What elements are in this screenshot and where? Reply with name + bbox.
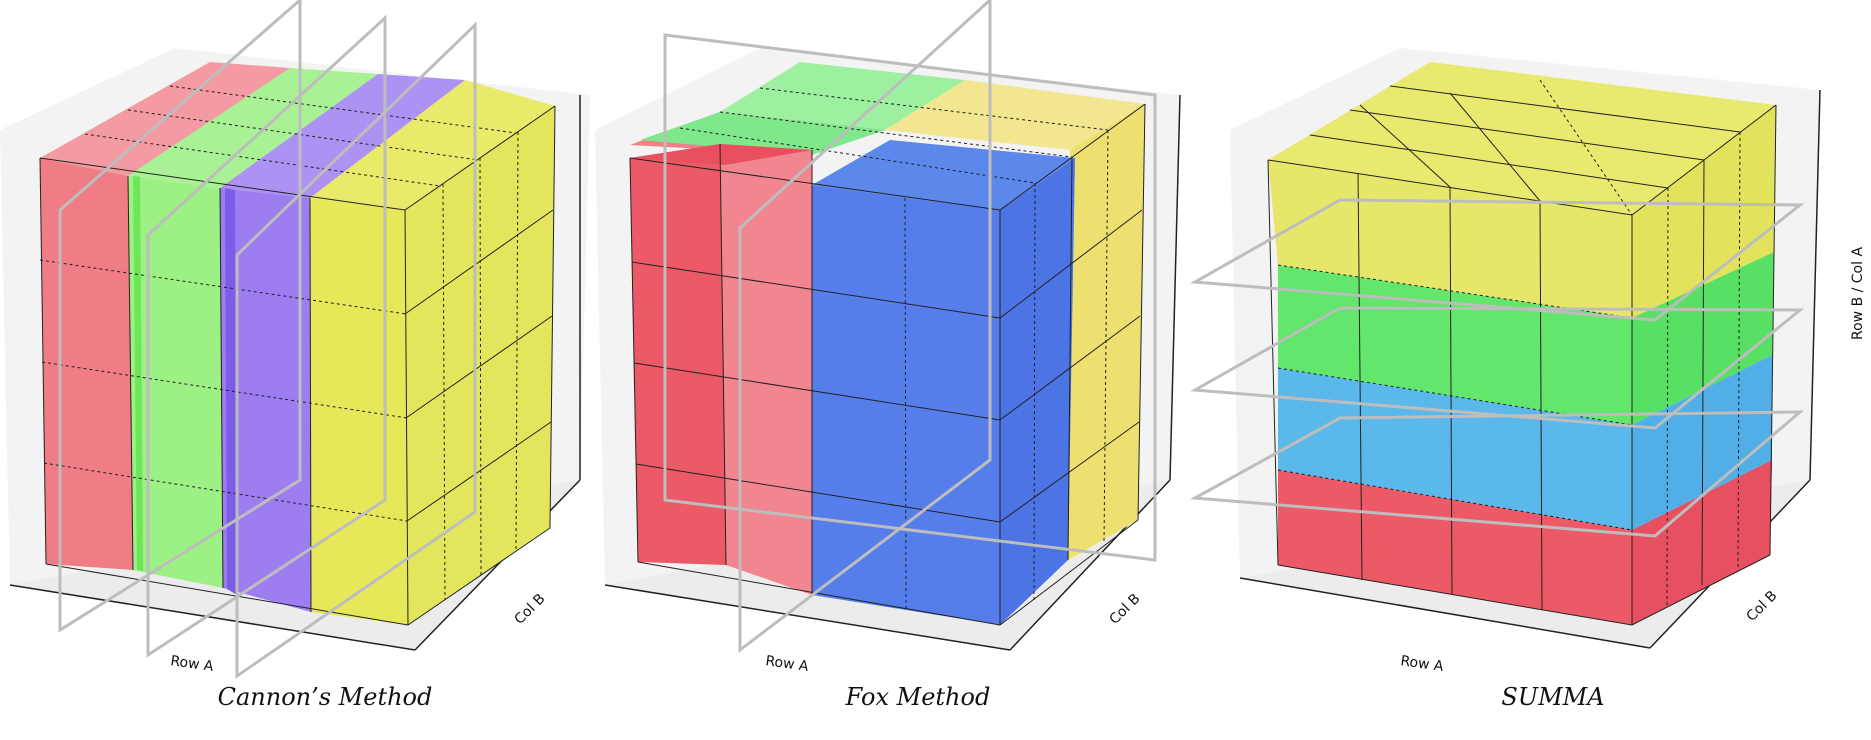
fox-panel: Row A Col B Fox Method <box>595 0 1181 711</box>
summa-panel: Row A Col B Row B / Col A SUMMA <box>1189 48 1866 711</box>
grid-lines <box>1267 79 1777 626</box>
axis-label-row-b-col-a: Row B / Col A <box>1850 247 1866 340</box>
block-green-back <box>640 112 885 155</box>
cutting-planes <box>1189 198 1805 538</box>
grid-lines <box>39 85 556 626</box>
axis-label-col-b: Col B <box>1744 588 1781 625</box>
axis-label-row-a: Row A <box>764 653 809 675</box>
block-yellow-right <box>1068 104 1145 560</box>
panel-caption-cannon: Cannon’s Method <box>218 683 433 711</box>
axis-label-row-a: Row A <box>1399 653 1444 675</box>
cutting-planes <box>58 0 477 679</box>
cube-front-slabs <box>40 158 408 625</box>
cannon-panel: Row A Col B Cannon’s Method <box>0 0 590 711</box>
grid-lines <box>629 87 1146 626</box>
cutting-planes <box>663 0 1157 654</box>
block-blue <box>812 140 1075 625</box>
axis-label-col-b: Col B <box>512 591 549 628</box>
panel-caption-fox: Fox Method <box>845 683 991 711</box>
axis-label-row-a: Row A <box>169 653 214 675</box>
panel-caption-summa: SUMMA <box>1501 683 1604 711</box>
axis-label-col-b: Col B <box>1107 591 1144 628</box>
block-red-front <box>630 144 812 595</box>
